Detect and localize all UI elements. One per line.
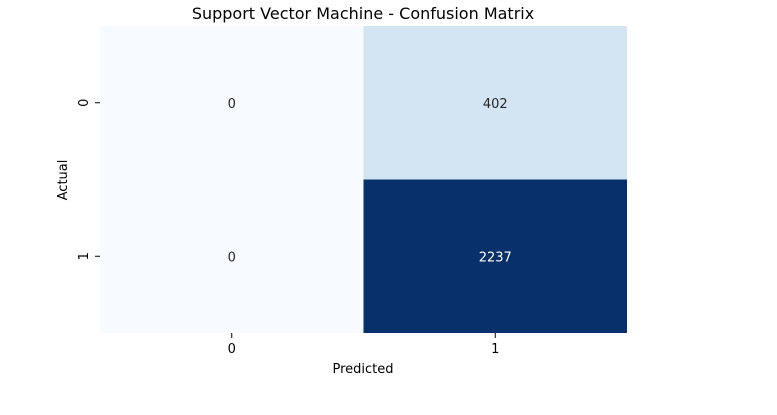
heatmap-cell-r0-c1: [363, 26, 627, 180]
x-axis-label: Predicted: [332, 362, 393, 377]
axis-ticks: 0 1 0 1: [77, 99, 499, 357]
heatmap-cell-r1-c0: [100, 179, 364, 333]
heatmap-cell-r1-c1: [363, 179, 627, 333]
heatmap-cells: 0 402 0 2237: [100, 26, 627, 333]
chart-title: Support Vector Machine - Confusion Matri…: [192, 4, 534, 23]
y-tick-label: 1: [77, 252, 92, 260]
x-tick-label: 0: [228, 342, 236, 357]
y-tick-label: 0: [77, 99, 92, 107]
cell-value-label: 0: [228, 250, 236, 265]
heatmap-cell-r0-c0: [100, 26, 364, 180]
cell-value-label: 2237: [479, 250, 512, 265]
cell-value-label: 0: [228, 97, 236, 112]
y-axis-label: Actual: [56, 160, 71, 201]
cell-value-label: 402: [483, 97, 508, 112]
x-tick-label: 1: [491, 342, 499, 357]
